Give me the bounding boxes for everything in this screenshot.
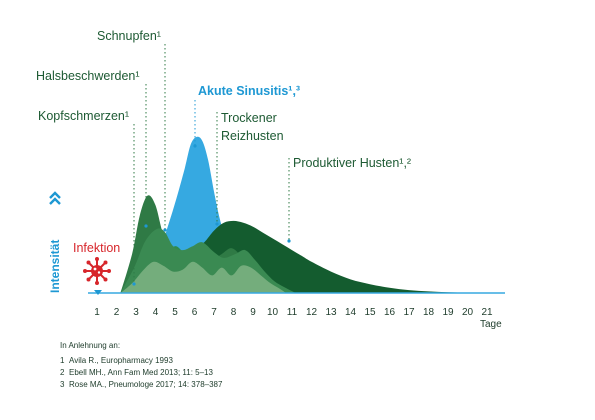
references: In Anlehnung an: 1 Avila R., Europharmacy… [60, 340, 222, 391]
reference-text: Rose MA., Pneumologe 2017; 14: 378–387 [69, 380, 223, 389]
guide-kopfschmerzen-marker [132, 282, 136, 286]
x-tick-label: 18 [423, 307, 435, 318]
x-tick-label: 8 [231, 307, 237, 318]
reference-text: Avila R., Europharmacy 1993 [69, 356, 173, 365]
x-tick-label: 13 [325, 307, 337, 318]
guide-schnupfen-marker [163, 228, 167, 232]
label-akute-sinusitis: Akute Sinusitis¹,³ [198, 84, 300, 98]
x-tick-label: 15 [364, 307, 376, 318]
reference-3: 3 Rose MA., Pneumologe 2017; 14: 378–387 [60, 379, 222, 391]
label-produktiver-husten: Produktiver Husten¹,² [293, 156, 411, 170]
x-tick-label: 7 [211, 307, 217, 318]
label-kopfschmerzen: Kopfschmerzen¹ [38, 109, 129, 123]
series-area-kopfschmerzen [120, 261, 287, 293]
guide-produktiver-husten-marker [287, 239, 291, 243]
x-tick-label: 14 [345, 307, 357, 318]
x-tick-label: 16 [384, 307, 396, 318]
x-tick-label: 9 [250, 307, 256, 318]
references-intro: In Anlehnung an: [60, 341, 121, 350]
guide-akute-sinusitis-marker [193, 144, 197, 148]
reference-1: 1 Avila R., Europharmacy 1993 [60, 355, 222, 367]
reference-2: 2 Ebell MH., Ann Fam Med 2013; 11: 5–13 [60, 367, 222, 379]
x-tick-label: 11 [287, 307, 298, 318]
x-tick-label: 6 [192, 307, 198, 318]
reference-text: Ebell MH., Ann Fam Med 2013; 11: 5–13 [69, 368, 213, 377]
area-series-group [120, 136, 488, 293]
guide-halsbeschwerden-marker [144, 224, 148, 228]
reference-number: 3 [60, 380, 65, 389]
x-tick-label: 21 [481, 307, 493, 318]
infection-start-marker [94, 290, 102, 295]
x-tick-label: 10 [267, 307, 279, 318]
x-tick-label: 20 [462, 307, 474, 318]
label-schnupfen: Schnupfen¹ [97, 29, 161, 43]
annotation-guides [132, 44, 291, 286]
x-tick-label: 19 [442, 307, 454, 318]
x-axis-label: Tage [480, 319, 502, 330]
x-tick-label: 12 [306, 307, 318, 318]
x-tick-label: 17 [403, 307, 415, 318]
reference-number: 2 [60, 368, 65, 377]
intensity-up-chevron-icon [49, 191, 61, 205]
label-halsbeschwerden: Halsbeschwerden¹ [36, 69, 140, 83]
x-tick-label: 4 [153, 307, 159, 318]
x-tick-label: 2 [114, 307, 120, 318]
x-tick-label: 3 [133, 307, 139, 318]
label-infektion: Infektion [73, 241, 120, 255]
x-tick-labels: 1 2 3 4 5 6 7 8 9 10 11 12 13 14 15 16 17 18 19 20 21 [94, 307, 493, 318]
x-tick-label: 1 [94, 307, 100, 318]
reference-number: 1 [60, 356, 65, 365]
label-reizhusten: Reizhusten [221, 129, 284, 143]
y-axis-label: Intensität [48, 240, 62, 293]
virus-icon [83, 257, 111, 285]
label-trockener: Trockener [221, 111, 277, 125]
x-tick-label: 5 [172, 307, 178, 318]
guide-trockener-reizhusten-marker [215, 222, 219, 226]
